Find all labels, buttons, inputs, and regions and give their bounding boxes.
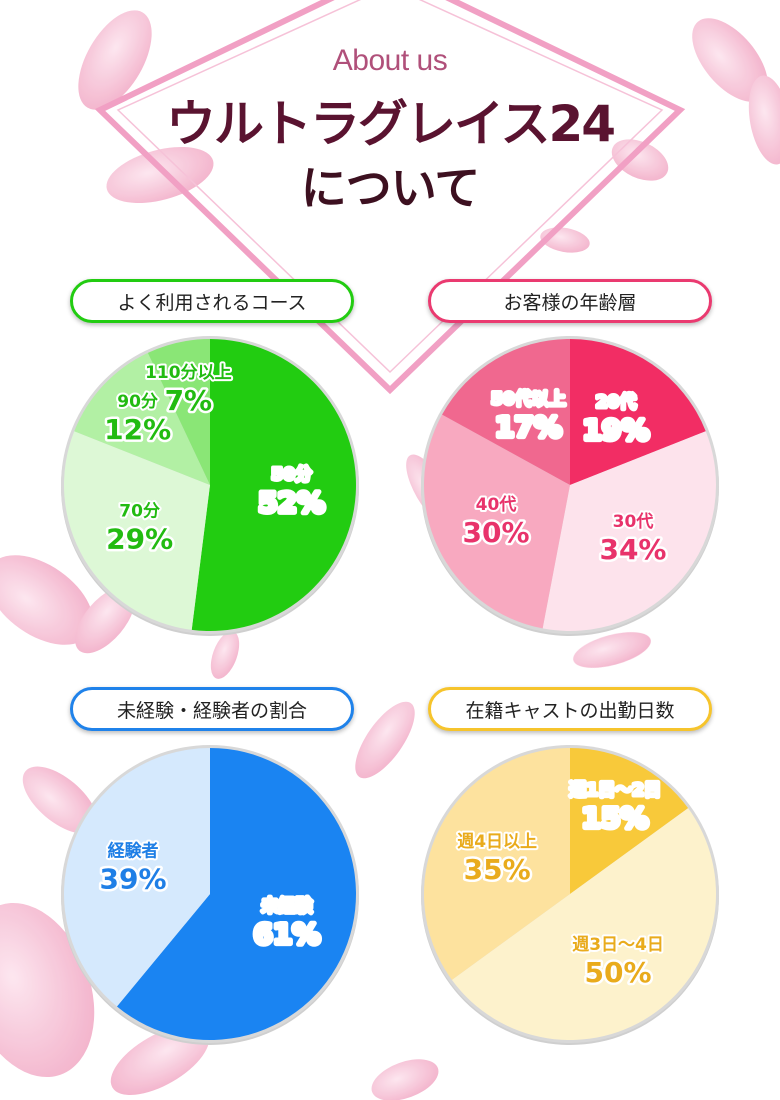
chart-title-age-text: お客様の年齢層 xyxy=(503,291,637,314)
slice-percent-label: 30% xyxy=(463,516,530,549)
slice-percent-label: 61% xyxy=(253,918,320,951)
petal xyxy=(371,1059,439,1100)
petal xyxy=(106,146,214,204)
page-title-line1: ウルトラグレイス24 xyxy=(165,95,616,153)
pie-slice xyxy=(74,352,211,485)
slice-category-label: 週1日～2日 xyxy=(569,781,661,801)
petal xyxy=(611,139,669,181)
slice-category-label: 週3日～4日 xyxy=(572,935,664,955)
slice-percent-label: 39% xyxy=(100,862,167,895)
chart-title-course: よく利用されるコース xyxy=(70,279,354,323)
chart-title-workdays-text: 在籍キャストの出勤日数 xyxy=(465,699,675,722)
pie-slice xyxy=(63,748,210,1007)
pie-slice xyxy=(570,748,689,894)
slice-category-label: 50分 xyxy=(271,465,312,485)
slice-percent-label: 50% xyxy=(585,956,652,989)
pie-slice xyxy=(570,339,706,485)
slice-category-label: 70分 xyxy=(119,502,160,522)
chart-title-workdays: 在籍キャストの出勤日数 xyxy=(428,687,712,731)
petal xyxy=(22,766,98,834)
petal xyxy=(0,555,94,645)
chart-title-age: お客様の年齢層 xyxy=(428,279,712,323)
slice-percent-label: 7% xyxy=(165,384,213,417)
slice-percent-label: 15% xyxy=(582,802,649,835)
header: About us ウルトラグレイス24 について xyxy=(0,0,780,240)
pie-slice xyxy=(442,339,570,485)
about-us-label: About us xyxy=(332,44,448,77)
diamond-frame xyxy=(94,0,686,395)
slice-category-label: 90分 xyxy=(117,392,158,412)
petal xyxy=(692,18,768,102)
slice-percent-label: 34% xyxy=(599,533,666,566)
pie-slice xyxy=(147,339,210,485)
slice-percent-label: 19% xyxy=(582,413,649,446)
chart-title-course-text: よく利用されるコース xyxy=(117,291,307,314)
slice-category-label: 経験者 xyxy=(108,840,159,861)
slice-category-label: 30代 xyxy=(613,511,654,532)
petal xyxy=(210,631,240,679)
petal xyxy=(0,902,95,1078)
chart-title-experience-text: 未経験・経験者の割合 xyxy=(116,699,307,722)
petal xyxy=(355,701,415,779)
petal xyxy=(573,632,651,668)
slice-category-label: 110分以上 xyxy=(145,363,232,383)
pie-slice xyxy=(424,414,570,629)
pie-slice xyxy=(116,748,356,1040)
slice-category-label: 週4日以上 xyxy=(457,832,537,852)
slice-percent-label: 12% xyxy=(104,413,171,446)
pie-slice xyxy=(191,339,356,631)
slice-category-label: 40代 xyxy=(476,494,517,515)
pie-slice xyxy=(542,431,716,631)
chart-title-experience: 未経験・経験者の割合 xyxy=(70,687,354,731)
page-title-line2: について xyxy=(300,161,481,215)
pie-slice xyxy=(424,748,570,980)
petal xyxy=(748,75,780,165)
pie-slice xyxy=(64,431,210,630)
slice-percent-label: 35% xyxy=(464,853,531,886)
pie-slice xyxy=(451,808,716,1040)
slice-category-label: 50代以上 xyxy=(491,389,566,410)
slice-category-label: 未経験 xyxy=(260,896,313,917)
slice-percent-label: 52% xyxy=(258,486,325,519)
petal xyxy=(78,10,152,110)
slice-category-label: 20代 xyxy=(596,391,637,412)
slice-percent-label: 29% xyxy=(106,523,173,556)
slice-percent-label: 17% xyxy=(495,411,562,444)
